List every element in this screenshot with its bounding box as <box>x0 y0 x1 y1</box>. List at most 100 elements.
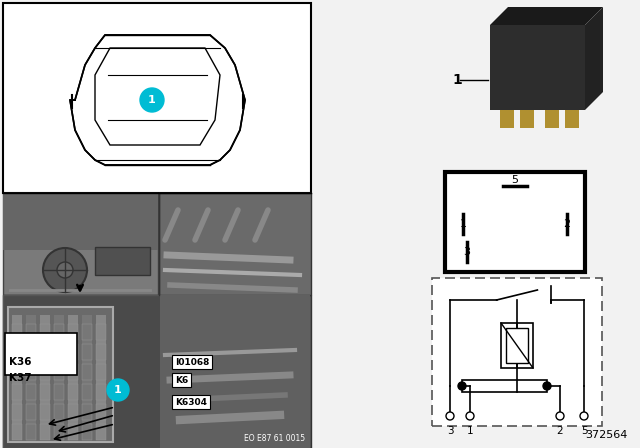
Polygon shape <box>70 35 245 165</box>
Bar <box>96 424 106 440</box>
Text: 1: 1 <box>460 219 467 229</box>
Bar <box>95 247 150 275</box>
Circle shape <box>543 382 551 390</box>
Bar <box>40 315 50 440</box>
Bar <box>82 344 92 360</box>
Bar <box>82 364 92 380</box>
Bar <box>26 424 36 440</box>
Bar <box>82 424 92 440</box>
Bar <box>26 344 36 360</box>
Text: 1: 1 <box>452 73 461 87</box>
Polygon shape <box>490 7 603 25</box>
Bar <box>54 324 64 340</box>
Bar <box>3 193 158 295</box>
Text: 2: 2 <box>557 426 563 436</box>
Bar <box>3 3 311 193</box>
Circle shape <box>57 262 73 278</box>
Bar <box>54 364 64 380</box>
Bar <box>68 315 78 440</box>
Bar <box>26 384 36 400</box>
Bar <box>12 424 22 440</box>
Text: K6304: K6304 <box>175 397 207 406</box>
Bar <box>96 364 106 380</box>
Bar <box>82 315 92 440</box>
Text: 2: 2 <box>563 219 571 229</box>
Circle shape <box>556 412 564 420</box>
Text: 3: 3 <box>447 426 453 436</box>
Circle shape <box>458 382 466 390</box>
Circle shape <box>107 379 129 401</box>
Bar <box>54 384 64 400</box>
Bar <box>5 333 77 375</box>
Text: I01068: I01068 <box>175 358 209 366</box>
Text: 1: 1 <box>114 385 122 395</box>
Bar <box>12 404 22 420</box>
Bar <box>520 110 534 128</box>
Polygon shape <box>585 7 603 110</box>
Bar <box>26 315 36 440</box>
Text: K6: K6 <box>175 375 188 384</box>
Bar <box>160 295 310 448</box>
Bar <box>3 193 158 250</box>
Bar <box>96 324 106 340</box>
Bar <box>96 344 106 360</box>
Bar <box>12 344 22 360</box>
Bar <box>462 380 547 392</box>
Bar <box>3 295 161 448</box>
Text: 5: 5 <box>580 426 588 436</box>
Bar <box>501 323 533 368</box>
Bar <box>40 384 50 400</box>
Bar <box>8 307 113 442</box>
Bar <box>40 324 50 340</box>
Bar <box>68 424 78 440</box>
Bar <box>430 3 637 163</box>
Bar <box>96 384 106 400</box>
Bar <box>68 324 78 340</box>
Bar <box>432 278 602 426</box>
Bar <box>96 404 106 420</box>
Bar <box>12 364 22 380</box>
Bar <box>54 424 64 440</box>
Bar <box>68 404 78 420</box>
Bar <box>12 384 22 400</box>
Polygon shape <box>95 48 220 145</box>
Circle shape <box>43 248 87 292</box>
Circle shape <box>466 412 474 420</box>
Bar <box>26 364 36 380</box>
Bar <box>500 110 514 128</box>
Bar <box>545 110 559 128</box>
Bar <box>40 424 50 440</box>
Bar <box>12 315 22 440</box>
Bar <box>82 404 92 420</box>
Circle shape <box>580 412 588 420</box>
Bar <box>54 315 64 440</box>
Bar <box>82 384 92 400</box>
Bar <box>68 384 78 400</box>
Bar <box>506 328 528 363</box>
Circle shape <box>140 88 164 112</box>
Bar <box>40 404 50 420</box>
Circle shape <box>446 412 454 420</box>
Bar <box>40 344 50 360</box>
Bar <box>445 172 585 272</box>
Bar <box>565 110 579 128</box>
Bar <box>40 364 50 380</box>
Text: 1: 1 <box>467 426 474 436</box>
Bar <box>26 404 36 420</box>
Bar <box>3 295 311 448</box>
Bar <box>12 324 22 340</box>
Text: K36
K37: K36 K37 <box>9 357 31 383</box>
Bar <box>54 344 64 360</box>
Bar <box>490 25 585 110</box>
Text: EO E87 61 0015: EO E87 61 0015 <box>244 434 305 443</box>
Text: 1: 1 <box>148 95 156 105</box>
Text: 3: 3 <box>463 247 470 257</box>
Bar <box>96 315 106 440</box>
Bar <box>159 193 311 295</box>
Text: 5: 5 <box>511 175 518 185</box>
Bar <box>82 324 92 340</box>
Bar <box>68 344 78 360</box>
Bar <box>26 324 36 340</box>
Bar <box>68 364 78 380</box>
Text: 372564: 372564 <box>586 430 628 440</box>
